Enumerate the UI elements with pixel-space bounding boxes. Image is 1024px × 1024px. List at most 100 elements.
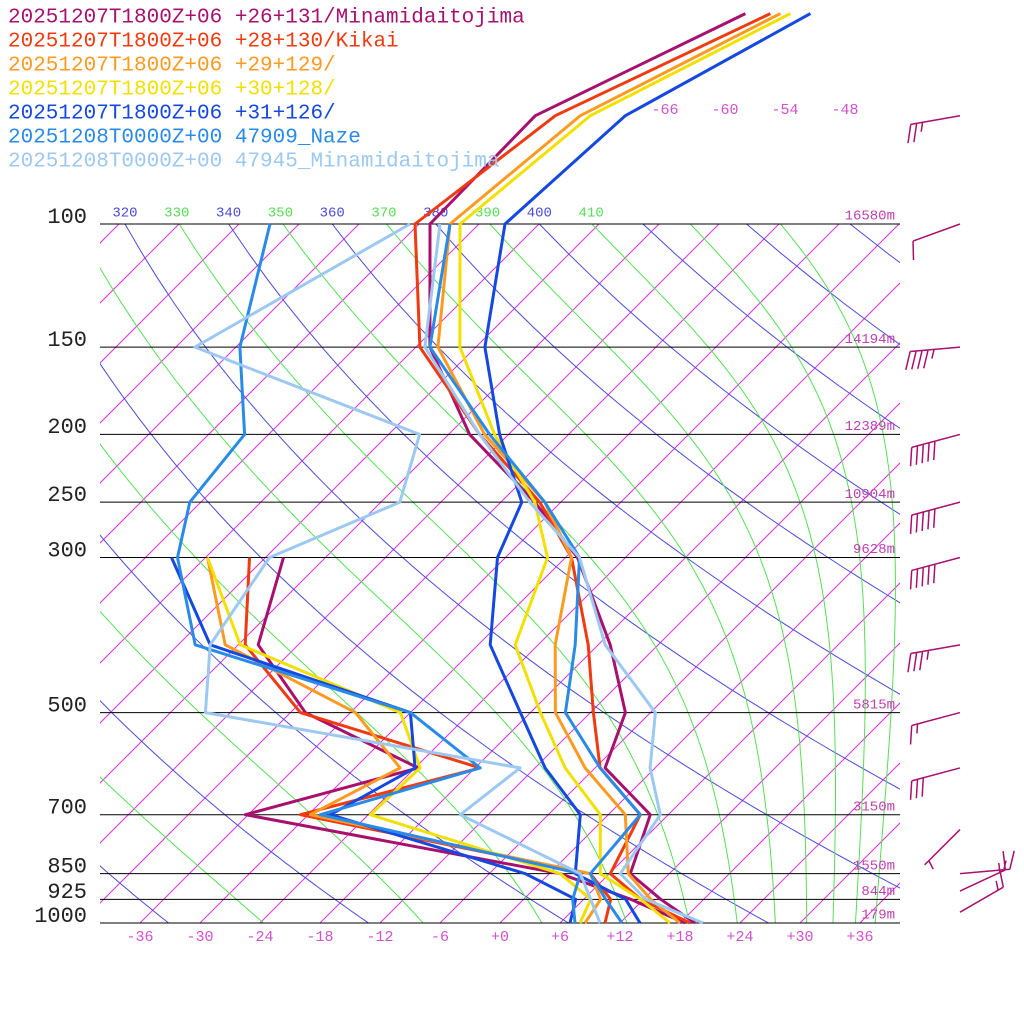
dewpoint-line: [193, 222, 602, 924]
legend-entry: 20251208T0000Z+00 47909_Naze: [8, 127, 361, 150]
theta-label: 340: [216, 206, 241, 222]
pressure-label: 925: [47, 880, 87, 905]
height-label: 5815m: [853, 697, 895, 713]
theta-label: 370: [371, 206, 396, 222]
dry-adiabat: [435, 224, 900, 604]
wind-barb: [909, 556, 961, 590]
isotherm: [100, 224, 480, 604]
moist-adiabat: [385, 224, 776, 923]
wind-barb: [924, 829, 961, 870]
dry-adiabat: [950, 69, 1024, 923]
height-label: 16580m: [845, 209, 895, 225]
height-label: 844m: [861, 884, 895, 900]
pressure-label: 300: [47, 538, 87, 563]
moist-adiabat: [178, 224, 690, 923]
height-label: 179m: [861, 908, 895, 924]
x-tick-label: -6: [431, 929, 449, 946]
dewpoint-line: [176, 223, 582, 924]
dry-adiabat: [100, 362, 769, 923]
dry-adiabat: [642, 224, 900, 429]
dry-adiabat: [538, 224, 900, 515]
isotherm: [100, 224, 780, 904]
height-label: 3150m: [853, 799, 895, 815]
wind-barb: [959, 868, 1005, 913]
dry-adiabat: [331, 224, 900, 695]
isotherm: [100, 224, 420, 544]
x-tick-label: -12: [366, 929, 393, 946]
pressure-label: 500: [47, 693, 87, 718]
x-tick-label: +24: [726, 929, 753, 946]
pressure-label: 700: [47, 796, 87, 821]
height-label: 12389m: [845, 419, 895, 435]
legend-entry: 20251208T0000Z+00 47945_Minamidaitojima: [8, 151, 499, 174]
theta-label: 350: [268, 206, 293, 222]
isotherm-label: -66: [651, 102, 678, 119]
temperature-line: [483, 12, 812, 924]
legend-entry: 20251207T1800Z+06 +30+128/: [8, 79, 336, 102]
isotherm: [920, 24, 1024, 923]
x-tick-label: -30: [186, 929, 213, 946]
dry-adiabat: [228, 224, 900, 790]
height-label: 9628m: [853, 542, 895, 558]
isotherm: [319, 342, 900, 923]
isotherm: [980, 24, 1024, 923]
isotherm: [739, 762, 900, 923]
moist-adiabat: [489, 224, 808, 923]
pressure-label: 200: [47, 415, 87, 440]
moist-adiabat: [100, 610, 424, 923]
legend-entry: 20251207T1800Z+06 +28+130/Kikai: [8, 31, 399, 54]
isotherm: [259, 282, 900, 923]
isotherm: [859, 882, 900, 923]
x-tick-label: +6: [551, 929, 569, 946]
moist-adiabat: [100, 443, 543, 923]
isotherm-label: -48: [831, 102, 858, 119]
wind-barb: [907, 114, 961, 144]
dewpoint-line: [170, 556, 578, 924]
pressure-label: 100: [47, 205, 87, 230]
legend-entry: 20251207T1800Z+06 +26+131/Minamidaitojim…: [8, 7, 525, 30]
moist-adiabat: [689, 224, 866, 923]
isotherm: [100, 224, 360, 484]
pressure-label: 1000: [34, 904, 87, 929]
dry-adiabat: [124, 224, 900, 889]
wind-barb: [912, 223, 961, 261]
height-label: 1550m: [853, 858, 895, 874]
isotherm: [619, 642, 900, 923]
theta-label: 400: [527, 206, 552, 222]
temperature-line: [423, 223, 704, 925]
theta-label: 320: [112, 206, 137, 222]
moist-adiabat: [100, 776, 264, 923]
x-tick-label: +36: [846, 929, 873, 946]
isotherm-label: -60: [711, 102, 738, 119]
x-tick-label: +12: [606, 929, 633, 946]
theta-label: 410: [579, 206, 604, 222]
x-tick-label: -36: [126, 929, 153, 946]
theta-label: 360: [320, 206, 345, 222]
dry-adiabat: [100, 534, 569, 923]
x-tick-label: -18: [306, 929, 333, 946]
height-label: 10904m: [845, 487, 895, 503]
dry-adiabat: [771, 69, 1024, 923]
x-tick-label: +0: [491, 929, 509, 946]
isotherm: [559, 582, 900, 923]
x-tick-label: -24: [246, 929, 273, 946]
isotherm: [679, 702, 900, 923]
x-tick-label: +18: [666, 929, 693, 946]
pressure-label: 250: [47, 483, 87, 508]
isotherm: [100, 224, 600, 724]
isotherm: [100, 224, 720, 844]
x-tick-label: +30: [786, 929, 813, 946]
height-label: 14194m: [845, 332, 895, 348]
moist-adiabat: [779, 224, 896, 923]
legend-entry: 20251207T1800Z+06 +31+126/: [8, 103, 336, 126]
wind-barb: [905, 346, 961, 371]
wind-barb: [909, 767, 961, 800]
wind-barb: [907, 644, 961, 673]
moist-adiabat: [591, 224, 836, 923]
background-grid: [100, 24, 1024, 923]
wind-barb: [909, 501, 961, 535]
isotherm-label: -54: [771, 102, 798, 119]
dry-adiabat: [100, 865, 169, 923]
